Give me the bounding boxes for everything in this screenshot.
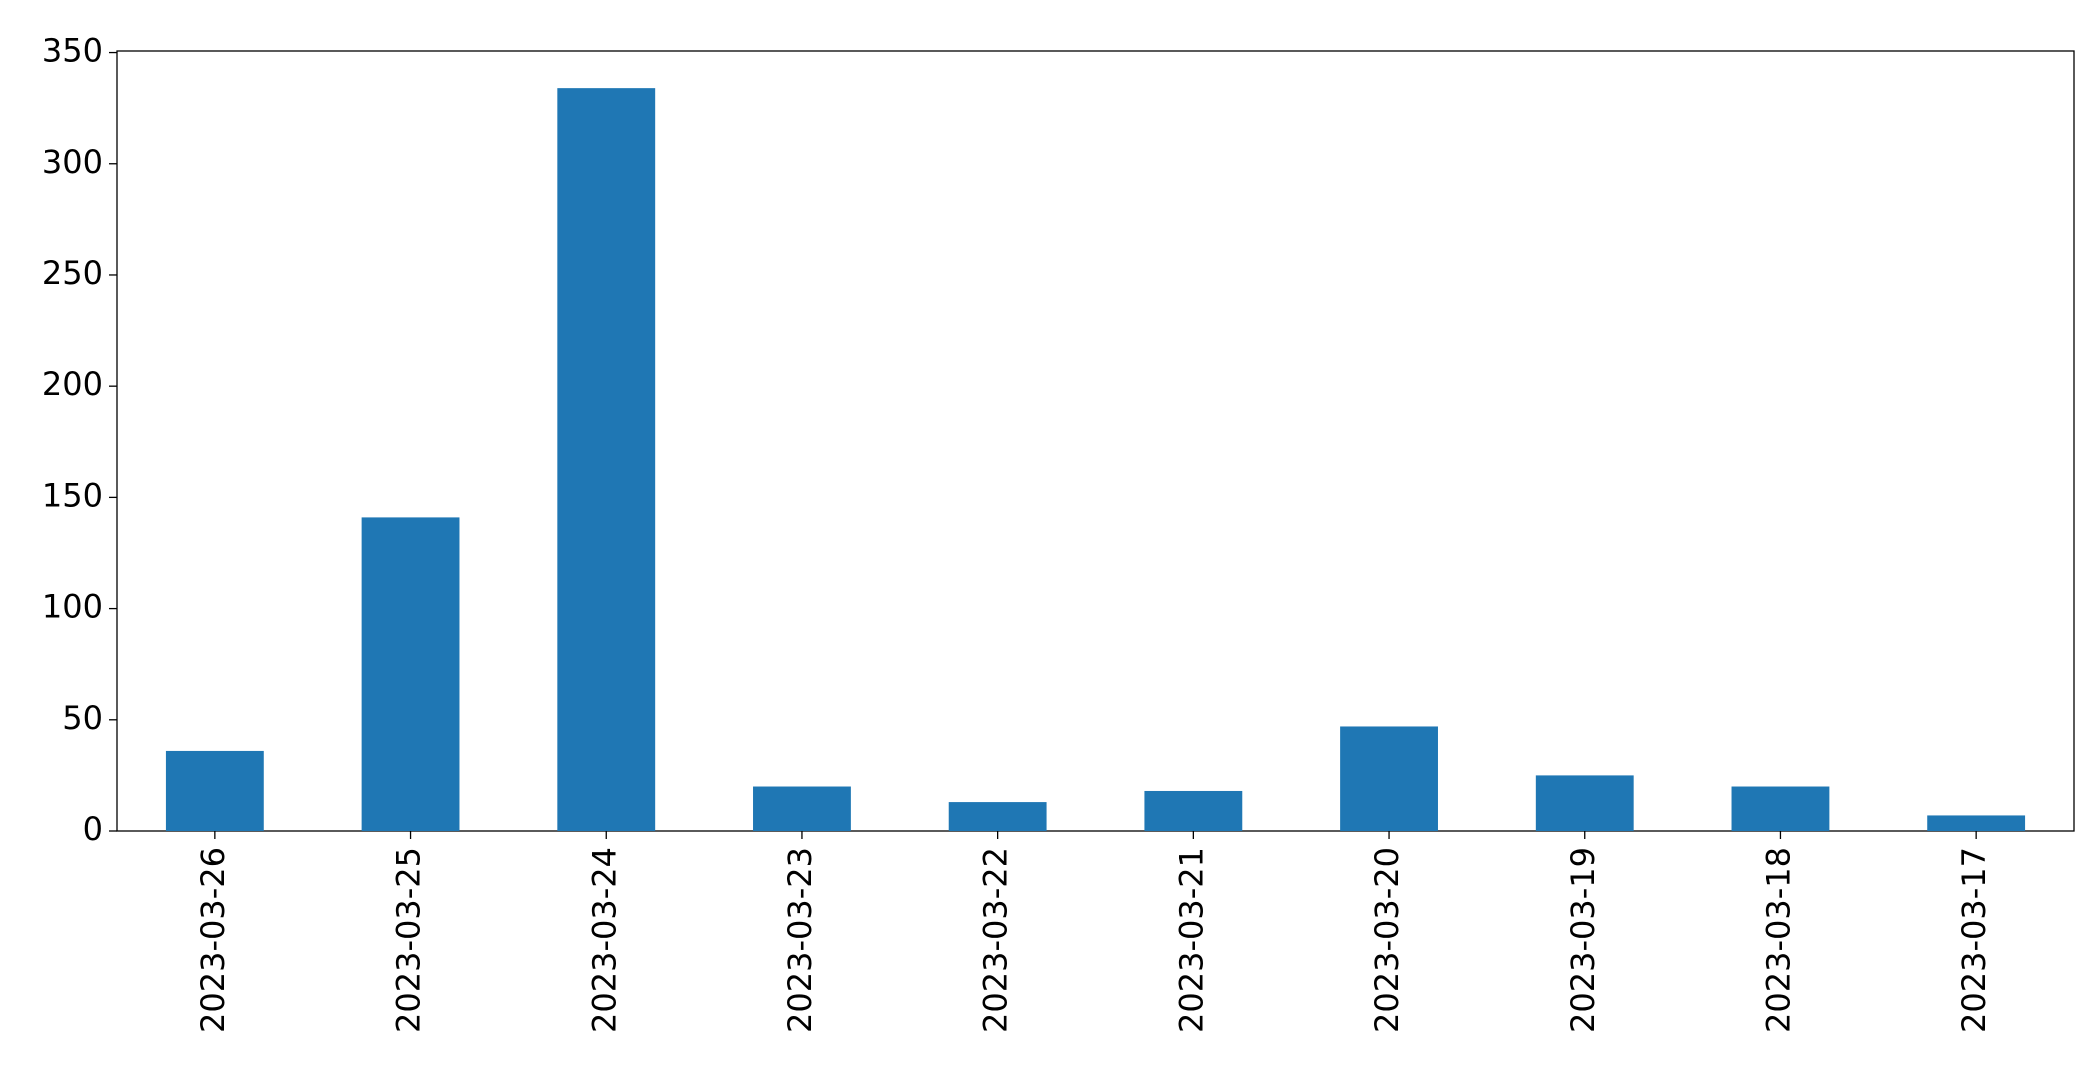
y-tick-label: 300 (42, 143, 103, 181)
x-tick-label: 2023-03-26 (194, 847, 232, 1033)
x-tick-label: 2023-03-25 (390, 847, 428, 1033)
x-tick-label: 2023-03-23 (781, 847, 819, 1033)
bar (1340, 726, 1438, 831)
y-tick-label: 50 (62, 699, 103, 737)
bar (165, 750, 264, 831)
bar (557, 88, 656, 831)
plot-frame (116, 50, 2075, 832)
y-tick-label: 200 (42, 365, 103, 403)
bar (1731, 786, 1830, 831)
x-tick-label: 2023-03-21 (1172, 847, 1210, 1033)
bar (948, 802, 1047, 831)
bar (753, 786, 851, 831)
bar (1535, 775, 1634, 831)
bar (1144, 790, 1243, 831)
x-tick-label: 2023-03-19 (1564, 847, 1602, 1033)
y-tick-label: 150 (42, 476, 103, 514)
bar (1927, 815, 2026, 831)
y-tick-label: 0 (83, 810, 103, 848)
x-tick-label: 2023-03-22 (977, 847, 1015, 1033)
y-tick-label: 350 (42, 32, 103, 70)
y-tick-label: 100 (42, 588, 103, 626)
y-tick-label: 250 (42, 254, 103, 292)
x-tick-label: 2023-03-18 (1759, 847, 1797, 1033)
bar (361, 517, 460, 831)
x-tick-label: 2023-03-20 (1368, 847, 1406, 1033)
x-tick-label: 2023-03-17 (1955, 847, 1993, 1033)
x-tick-label: 2023-03-24 (585, 847, 623, 1033)
